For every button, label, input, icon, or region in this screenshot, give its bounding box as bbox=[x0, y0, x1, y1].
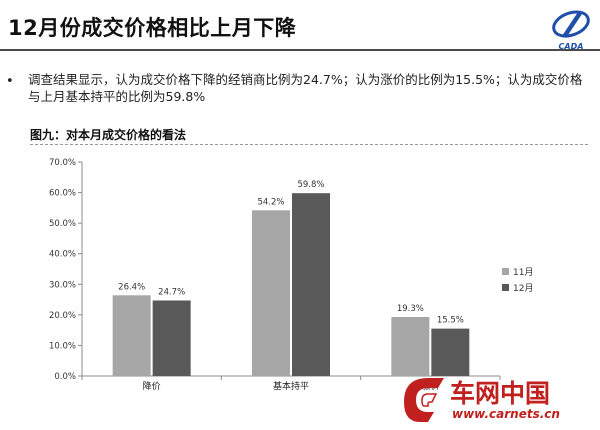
figure-divider bbox=[30, 144, 588, 145]
bar-value-label: 19.3% bbox=[397, 304, 424, 314]
survey-summary: 调查结果显示，认为成交价格下降的经销商比例为24.7%；认为涨价的比例为15.5… bbox=[28, 72, 583, 104]
chart-legend: 11月 12月 bbox=[502, 263, 533, 295]
y-tick-label: 20.0% bbox=[49, 311, 76, 321]
bar-dec bbox=[431, 328, 470, 376]
legend-swatch-nov bbox=[502, 267, 509, 275]
y-tick-label: 10.0% bbox=[49, 341, 76, 351]
bar-value-label: 15.5% bbox=[437, 316, 464, 326]
carnets-watermark: 车网中国 www.carnets.cn bbox=[404, 378, 560, 422]
x-category-label: 降价 bbox=[143, 380, 161, 392]
svg-text:CADA: CADA bbox=[559, 42, 584, 51]
legend-swatch-dec bbox=[502, 283, 509, 291]
legend-item-nov: 11月 bbox=[502, 263, 533, 279]
watermark-logo-icon bbox=[404, 378, 444, 422]
title-divider bbox=[0, 49, 600, 51]
bar-dec bbox=[152, 300, 191, 376]
y-tick-label: 60.0% bbox=[49, 189, 76, 199]
bar-nov bbox=[391, 316, 430, 376]
bar-value-label: 24.7% bbox=[158, 287, 185, 297]
legend-label-nov: 11月 bbox=[513, 267, 534, 278]
bar-value-label: 26.4% bbox=[118, 282, 145, 292]
bar-nov bbox=[112, 295, 151, 376]
x-category-label: 基本持平 bbox=[273, 380, 309, 392]
bar-chart: 0.0% 10.0% 20.0% 30.0% 40.0% 50.0% 60.0% 70.0% 2… bbox=[49, 158, 501, 392]
figure-title: 图九：对本月成交价格的看法 bbox=[30, 128, 187, 142]
watermark-url: www.carnets.cn bbox=[452, 407, 560, 421]
cada-logo: CADA bbox=[552, 10, 590, 51]
y-tick-label: 70.0% bbox=[49, 158, 76, 168]
bar-value-label: 54.2% bbox=[257, 197, 284, 207]
bar-dec bbox=[292, 193, 330, 376]
y-tick-label: 0.0% bbox=[54, 372, 76, 382]
bar-value-label: 59.8% bbox=[297, 180, 324, 190]
page-title: 12月份成交价格相比上月下降 bbox=[8, 16, 297, 40]
watermark-brand: 车网中国 bbox=[450, 379, 550, 408]
legend-item-dec: 12月 bbox=[502, 279, 533, 295]
y-tick-label: 40.0% bbox=[49, 250, 76, 260]
bar-nov bbox=[252, 210, 290, 376]
bullet-marker: • bbox=[6, 74, 14, 89]
y-tick-label: 30.0% bbox=[49, 280, 76, 290]
legend-label-dec: 12月 bbox=[513, 283, 534, 294]
y-tick-label: 50.0% bbox=[49, 219, 76, 229]
